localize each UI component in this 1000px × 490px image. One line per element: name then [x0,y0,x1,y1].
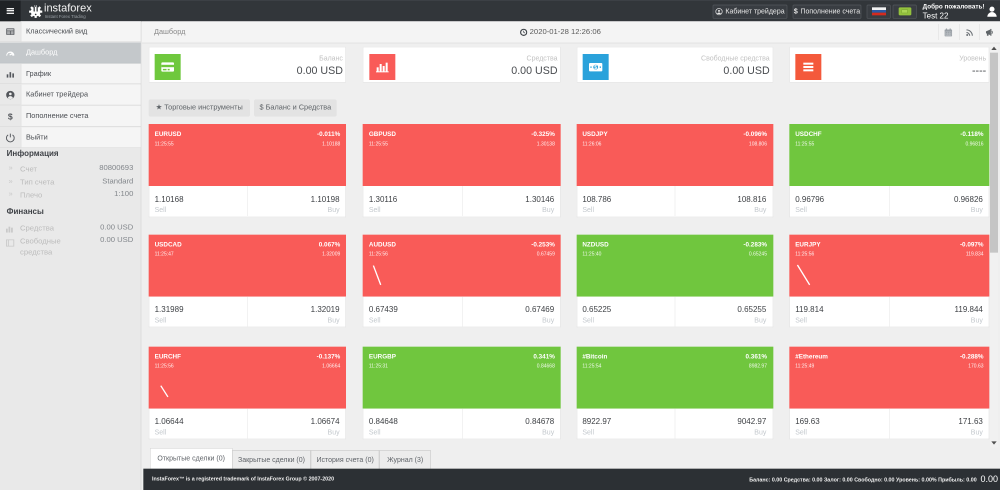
svg-text:$: $ [594,65,597,71]
